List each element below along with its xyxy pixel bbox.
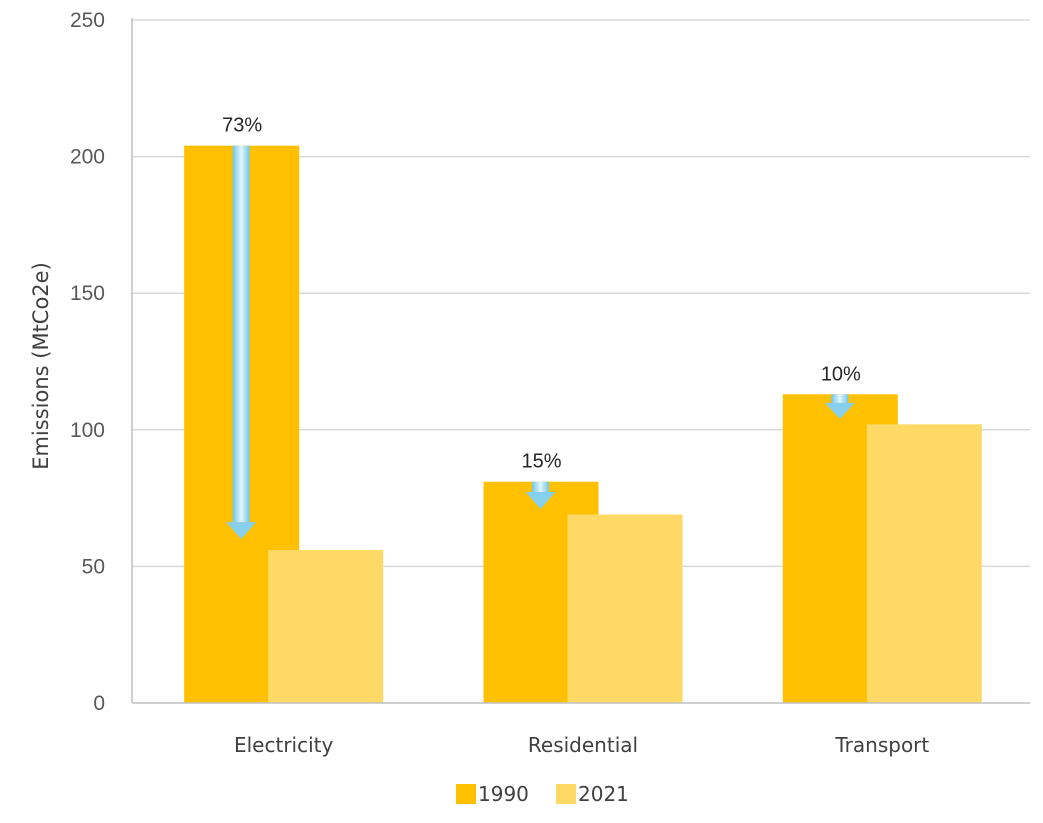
change-arrow-residential <box>525 481 556 510</box>
axes: 0 50 100 150 200 250 Electricity Residential Tra… <box>70 9 1030 757</box>
x-tick-label: Transport <box>834 733 929 757</box>
x-tick-label: Electricity <box>234 733 334 757</box>
y-tick-label: 100 <box>70 419 105 442</box>
y-tick-label: 200 <box>70 146 105 169</box>
arrow-shaft <box>232 145 250 523</box>
y-tick-label: 0 <box>93 692 105 715</box>
change-percent-label: 73% <box>222 115 262 137</box>
arrow-shaft <box>831 394 849 403</box>
arrow-head <box>824 402 855 419</box>
arrow-head <box>525 492 556 510</box>
change-percent-label: 10% <box>821 363 861 385</box>
change-arrow-transport <box>824 394 855 419</box>
bars <box>184 145 982 703</box>
bar-2021-transport <box>866 424 982 703</box>
y-axis-title: Emissions (MtCo2e) <box>29 262 53 470</box>
y-tick-label: 150 <box>70 282 105 305</box>
legend: 1990 2021 <box>456 782 629 806</box>
arrow-shaft <box>532 481 549 493</box>
legend-label: 1990 <box>478 782 529 806</box>
legend-swatch <box>556 784 576 804</box>
y-tick-label: 50 <box>82 555 105 578</box>
bar-2021-residential <box>567 514 683 703</box>
change-annotations: 73% 15% 10% <box>222 115 861 540</box>
x-tick-label: Residential <box>528 733 638 757</box>
legend-item-1990: 1990 <box>456 782 529 806</box>
change-percent-label: 15% <box>521 451 561 473</box>
legend-item-2021: 2021 <box>556 782 629 806</box>
bar-2021-electricity <box>268 550 384 703</box>
y-tick-label: 250 <box>70 9 105 32</box>
arrow-head <box>226 522 257 540</box>
change-arrow-electricity <box>226 145 257 540</box>
legend-label: 2021 <box>578 782 629 806</box>
legend-swatch <box>456 784 476 804</box>
